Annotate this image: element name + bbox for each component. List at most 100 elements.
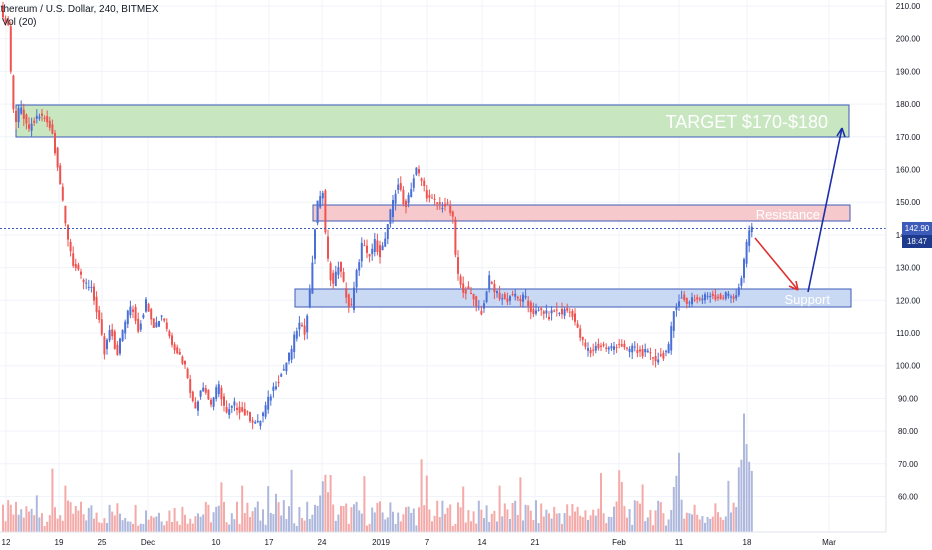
volume-bar <box>441 500 444 532</box>
volume-bar <box>488 521 491 532</box>
volume-bar <box>199 516 202 532</box>
volume-bar <box>303 520 306 532</box>
candle-body <box>277 382 280 384</box>
volume-bar <box>672 486 675 532</box>
candle-body <box>223 396 225 406</box>
volume-bar <box>155 516 158 532</box>
volume-bar <box>168 510 171 532</box>
volume-bar <box>77 510 80 532</box>
volume-bar <box>675 475 678 532</box>
candle-body <box>418 169 420 174</box>
candle-body <box>412 178 415 188</box>
volume-bar <box>288 506 290 532</box>
candle-body <box>236 407 238 410</box>
volume-bar <box>358 510 361 532</box>
candle-body <box>405 200 407 207</box>
volume-bar <box>194 516 197 532</box>
volume-bar <box>355 501 358 532</box>
volume-bar <box>631 524 634 532</box>
candle-body <box>623 343 626 348</box>
candle-body <box>373 238 376 253</box>
volume-bar <box>103 518 106 532</box>
candle-body <box>280 374 283 377</box>
candle-body <box>657 359 660 363</box>
candle-body <box>288 352 290 362</box>
volume-bar <box>576 506 579 532</box>
volume-bar <box>353 504 355 532</box>
candle-body <box>545 310 548 314</box>
candle-body <box>360 242 363 262</box>
candle-body <box>415 167 418 175</box>
volume-bar <box>22 517 25 532</box>
candle-body <box>576 323 579 328</box>
candle-body <box>2 5 4 18</box>
candle-body <box>82 279 85 283</box>
resistance-zone[interactable] <box>312 204 851 222</box>
projection-arrow-up[interactable] <box>807 127 846 293</box>
candle-body <box>316 200 319 224</box>
price-axis[interactable]: 210.00 200.00 190.00 180.00 170.00 160.00 150.… <box>896 2 921 502</box>
time-axis[interactable]: 12 19 25 Dec 10 17 24 2019 7 14 21 Feb 11 18 Mar <box>2 538 837 547</box>
volume-bar <box>607 516 610 532</box>
volume-bar <box>269 513 272 532</box>
candle-body <box>87 286 90 288</box>
candle-body <box>210 399 212 405</box>
volume-bar <box>87 507 90 532</box>
volume-bar <box>74 506 77 532</box>
candle-body <box>15 110 17 122</box>
time-tick-label: Mar <box>822 538 836 547</box>
candle-body <box>350 303 353 305</box>
volume-bar <box>350 507 353 532</box>
volume-bar <box>444 513 446 532</box>
volume-bar <box>389 502 392 532</box>
candle-body <box>308 289 311 308</box>
candle-body <box>451 211 454 217</box>
support-zone[interactable] <box>294 288 852 308</box>
volume-bar <box>620 481 623 532</box>
volume-bar <box>691 514 693 532</box>
price-tick-label: 210.00 <box>896 2 921 11</box>
candle-body <box>618 343 621 345</box>
volume-bar <box>613 506 615 532</box>
volume-bar <box>116 503 119 532</box>
candle-body <box>750 226 753 233</box>
volume-bar <box>597 508 600 532</box>
volume-bar <box>277 502 280 532</box>
volume-bar <box>558 513 561 532</box>
candle-body <box>714 295 717 300</box>
volume-indicator-label[interactable]: Vol (20) <box>2 17 37 28</box>
volume-bar <box>82 514 85 532</box>
target-zone[interactable] <box>15 104 850 138</box>
symbol-title[interactable]: Ethereum / U.S. Dollar, 240, BITMEX <box>0 4 159 15</box>
volume-bar <box>706 516 709 532</box>
projection-arrow-down[interactable] <box>754 237 799 291</box>
candle-body <box>61 186 64 201</box>
candle-body <box>77 264 80 270</box>
candle-body <box>121 330 124 342</box>
candle-body <box>17 108 20 123</box>
time-tick-label: 17 <box>265 538 274 547</box>
candle-body <box>249 412 251 422</box>
volume-bar <box>704 522 706 532</box>
candle-body <box>628 348 631 353</box>
volume-bar <box>311 514 314 532</box>
volume-bar <box>748 461 751 532</box>
candle-body <box>256 420 259 423</box>
volume-bar <box>537 523 540 532</box>
candle-body <box>108 330 111 341</box>
candle-body <box>67 225 69 240</box>
volume-bar <box>750 470 753 532</box>
volume-bar <box>228 524 231 532</box>
candle-body <box>95 296 98 313</box>
volume-bar <box>511 502 514 532</box>
candle-body <box>740 278 743 286</box>
volume-bar <box>327 492 329 532</box>
candle-body <box>204 388 207 393</box>
candle-body <box>41 113 43 116</box>
volume-bar <box>35 495 38 532</box>
volume-bar <box>574 511 576 532</box>
candle-body <box>132 309 134 312</box>
candle-body <box>444 203 446 207</box>
volume-bar <box>171 521 173 532</box>
